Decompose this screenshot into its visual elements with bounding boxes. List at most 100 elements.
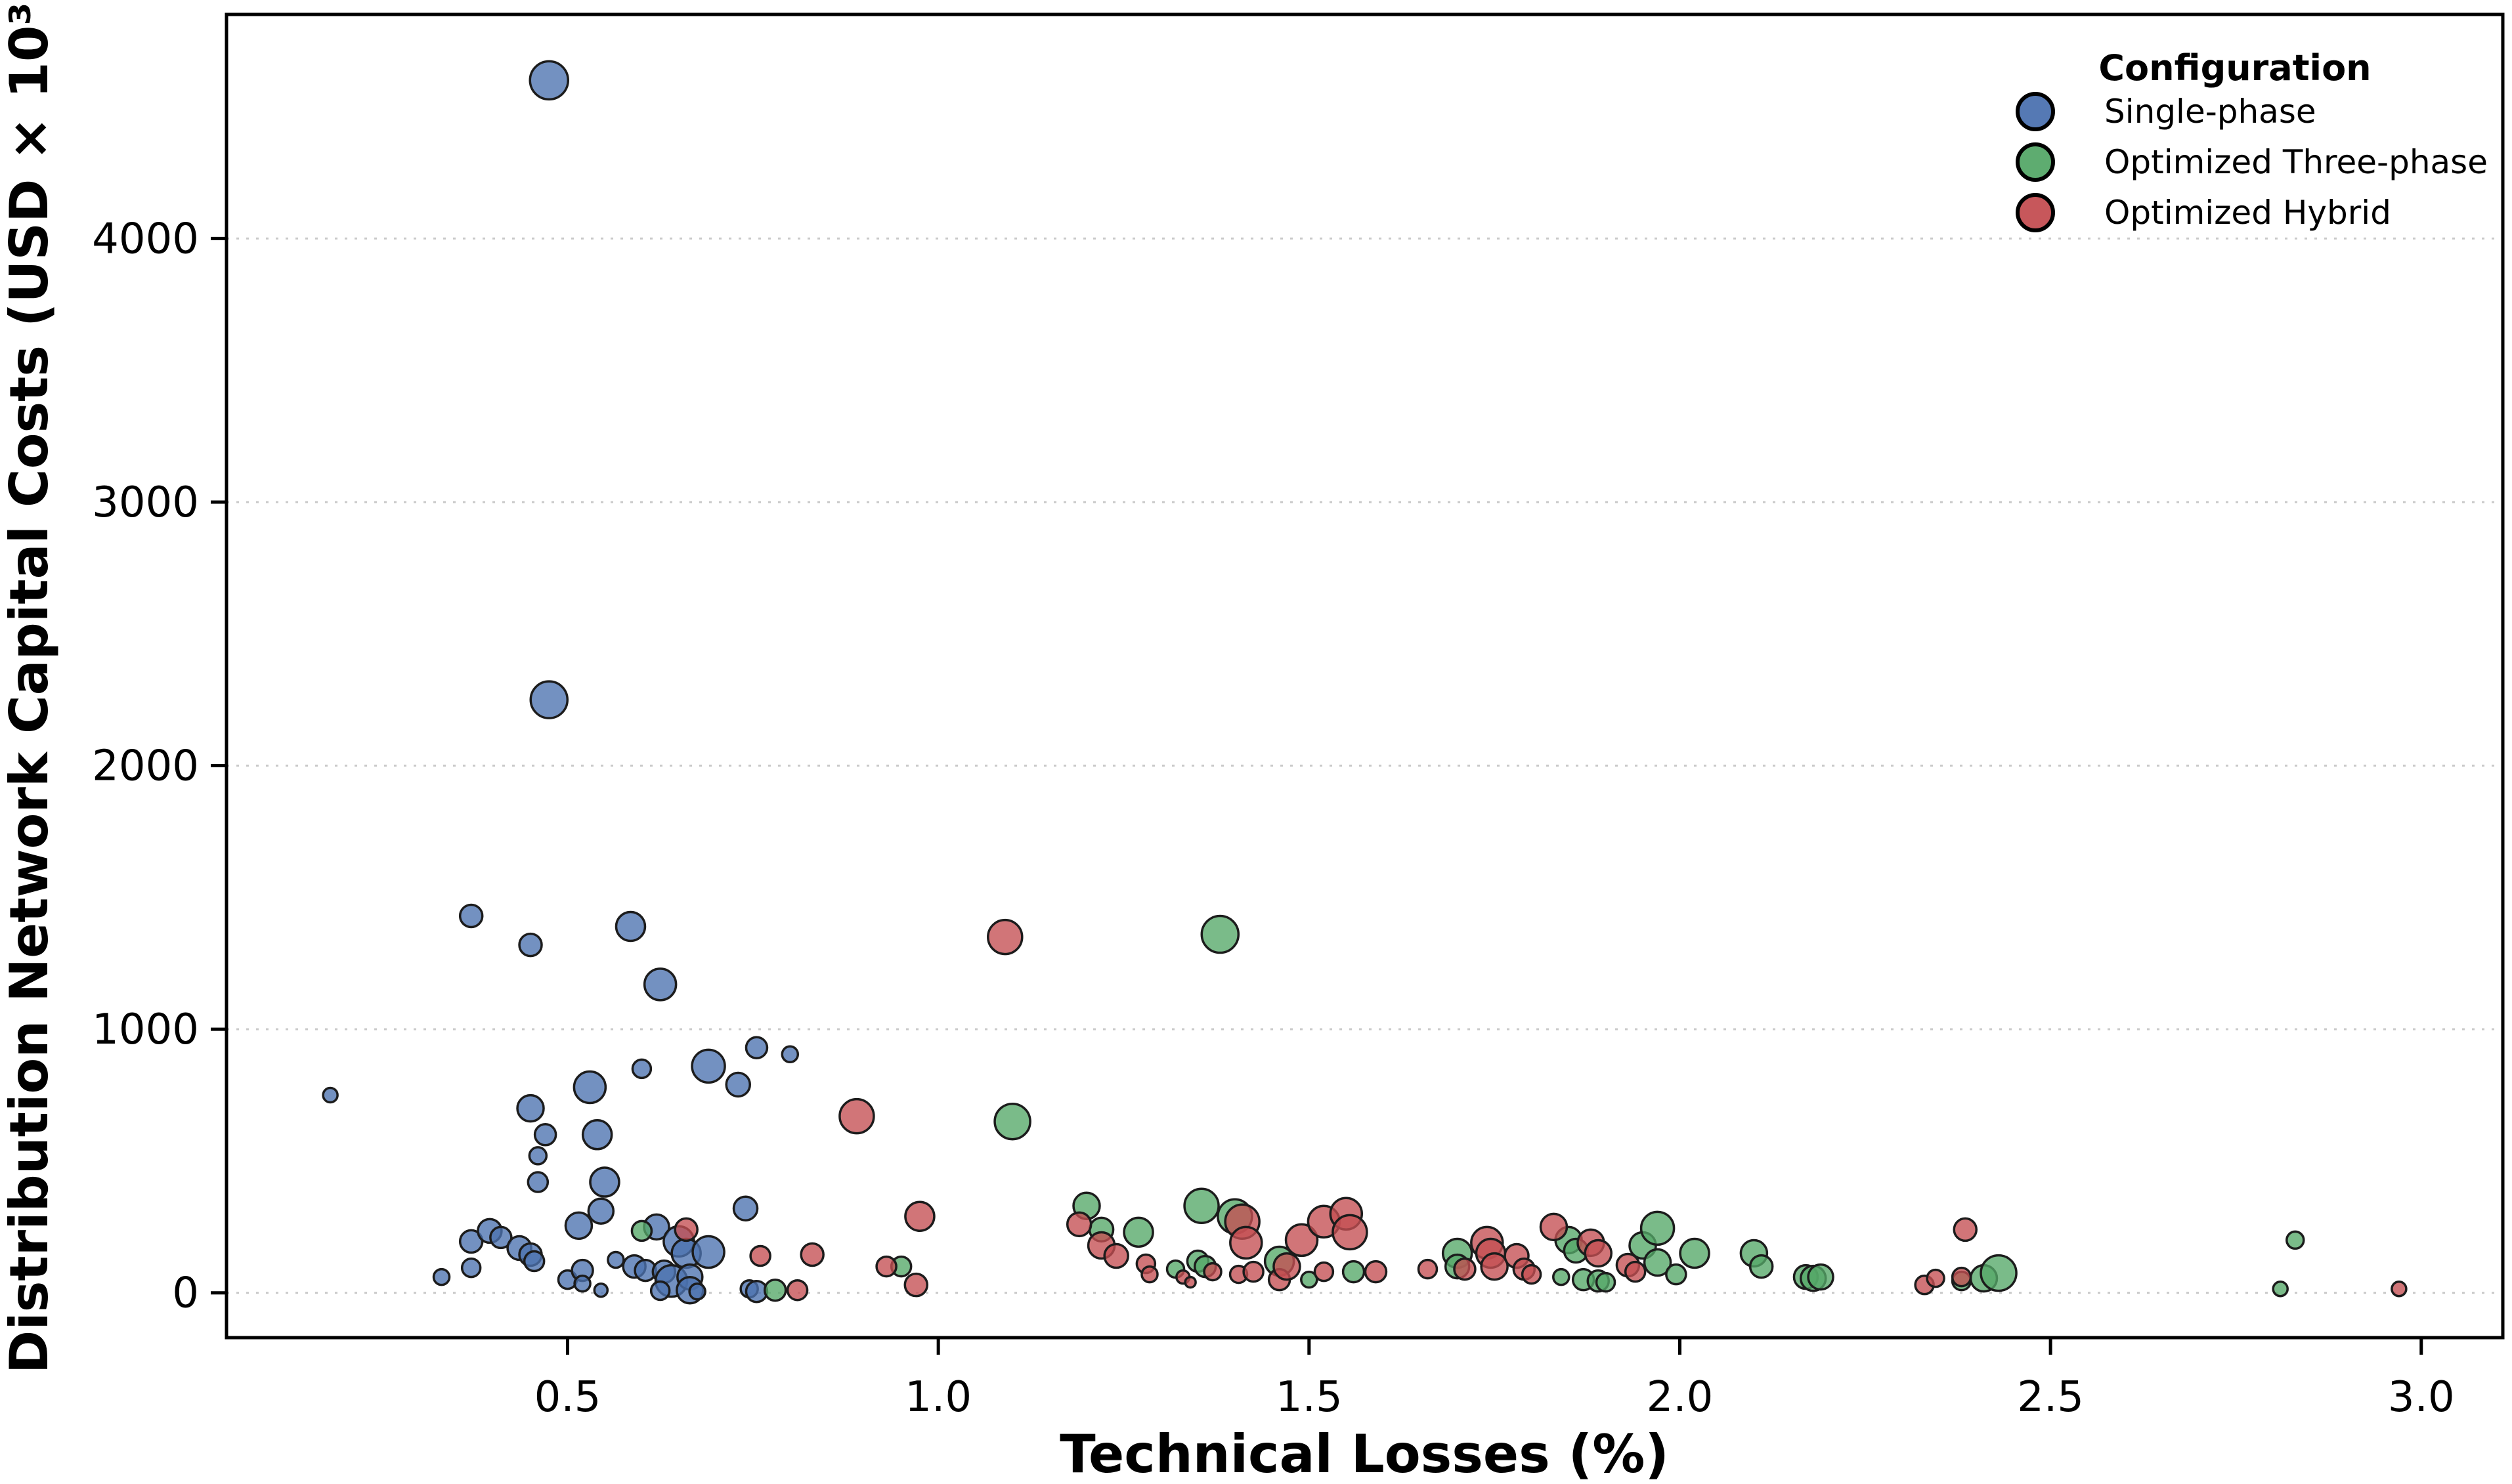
data-point [1521,1263,1542,1285]
data-point [573,1274,592,1293]
data-point [1183,1187,1220,1224]
data-point [749,1244,771,1267]
y-tick-label: 0 [172,1269,199,1318]
data-point [529,680,569,719]
data-point [607,1250,625,1269]
y-tick-label: 3000 [92,478,199,527]
data-point [631,1058,653,1080]
data-point [1480,1252,1509,1281]
data-point [1200,914,1240,954]
data-point [489,1225,513,1250]
data-point [533,1123,557,1147]
data-point [993,1102,1031,1141]
data-point [1665,1263,1687,1286]
data-point [688,1282,706,1301]
data-point [1624,1260,1647,1283]
data-point [432,1267,451,1286]
data-point [786,1279,809,1302]
data-point [904,1200,936,1233]
data-point [1229,1225,1263,1260]
data-point [1203,1261,1223,1282]
data-point [1951,1266,1972,1288]
y-tick-label: 4000 [92,215,199,263]
legend-marker-icon [2016,193,2055,232]
data-point [1953,1217,1978,1242]
data-point [1748,1254,1774,1279]
data-point [523,1250,546,1273]
x-tick-label: 2.5 [2017,1373,2084,1422]
data-point [516,1093,545,1123]
legend-label: Optimized Three-phase [2104,143,2488,181]
legend-item: Single-phase [2016,92,2316,131]
data-point [1639,1210,1676,1246]
data-point [643,967,678,1002]
legend-label: Single-phase [2104,93,2316,131]
data-point [763,1278,787,1302]
legend-label: Optimized Hybrid [2104,194,2391,232]
data-point [529,60,570,101]
data-point [2285,1230,2305,1250]
plot-frame [225,12,2505,1340]
data-point [732,1195,759,1221]
data-point [460,1257,482,1279]
legend-marker-icon [2016,142,2055,182]
data-point [1123,1216,1154,1248]
data-point [838,1097,875,1135]
legend-title: Configuration [2098,47,2371,89]
data-point [1584,1239,1613,1268]
y-tick-label: 2000 [92,742,199,791]
data-point [1926,1268,1945,1288]
data-point [1242,1260,1265,1283]
data-point [1595,1271,1616,1293]
data-point [593,1282,609,1298]
data-point [1364,1260,1388,1284]
data-point [589,1166,620,1198]
x-tick-label: 2.0 [1647,1373,1714,1422]
data-point [649,1280,671,1302]
data-point [903,1272,929,1298]
data-point [518,932,543,958]
series-optimized-three-phase [630,914,2305,1302]
data-point [691,1235,725,1269]
data-point [875,1255,898,1278]
y-axis-title: Distribution Network Capital Costs (USD … [0,0,60,1374]
data-point [564,1211,594,1240]
data-point [1313,1261,1335,1283]
data-point [1284,1223,1319,1258]
data-point [322,1086,339,1104]
data-point [1066,1211,1093,1238]
data-point [630,1219,653,1242]
series-optimized-hybrid [674,918,2408,1302]
data-point [674,1217,699,1242]
data-point [1332,1214,1368,1251]
data-point [1643,1248,1672,1277]
gridlines [227,237,2503,1294]
data-point [587,1197,615,1225]
data-point [1272,1252,1301,1281]
data-point [1539,1212,1569,1242]
data-point [528,1146,548,1166]
data-point [1103,1242,1129,1269]
data-point [1417,1258,1439,1280]
data-point [987,918,1024,956]
series-single-phase [322,60,800,1305]
data-point [745,1036,769,1059]
data-point [615,910,647,943]
x-axis-title: Technical Losses (%) [1060,1424,1669,1484]
data-point [581,1119,613,1151]
data-point [2272,1280,2289,1298]
legend-item: Optimized Hybrid [2016,193,2391,232]
data-point [1679,1237,1710,1269]
x-tick-label: 0.5 [534,1373,601,1422]
legend-marker-icon [2016,92,2055,131]
data-point [527,1171,550,1193]
data-point [725,1071,751,1098]
data-point [1980,1254,2018,1292]
data-point [573,1070,607,1105]
legend-item: Optimized Three-phase [2016,142,2488,182]
data-point [1184,1275,1197,1289]
data-point [691,1048,726,1084]
x-tick-label: 3.0 [2388,1373,2455,1422]
